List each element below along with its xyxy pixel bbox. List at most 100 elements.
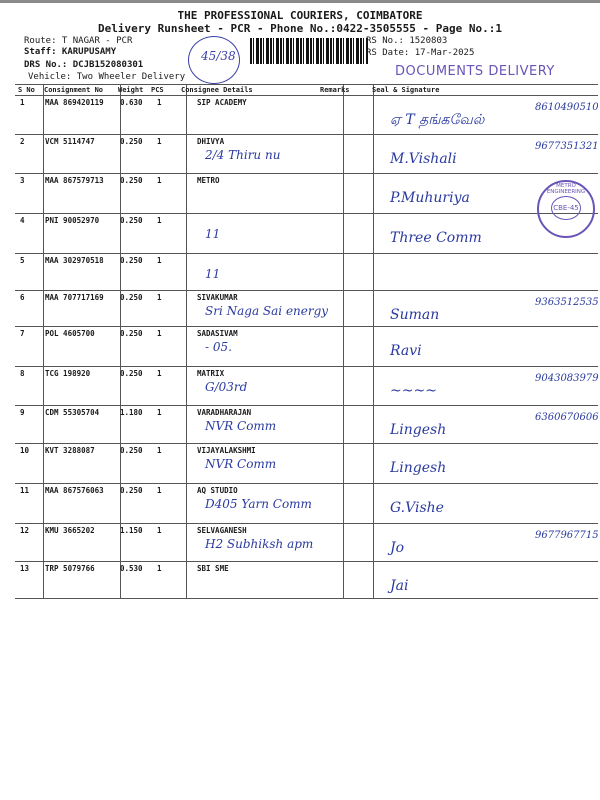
column-divider [373,84,374,598]
row-divider [15,290,598,291]
col-seal-signature: Seal & Signature [372,86,440,94]
row-pcs: 1 [157,216,162,225]
row-handwritten-note: 2/4 Thiru nu [205,148,281,162]
row-signature: M.Vishali [390,151,457,167]
row-handwritten-note: 11 [205,267,221,281]
row-handwritten-note: NVR Comm [205,457,277,471]
row-divider [15,561,598,562]
row-handwritten-note: H2 Subhiksh apm [205,537,314,551]
row-signature: P.Muhuriya [390,190,470,206]
row-weight: 0.530 [120,564,143,573]
company-seal: METRO ENGINEERING CBE-45 [537,180,595,238]
row-signature: Lingesh [390,460,447,476]
table-top-rule [15,84,598,85]
row-signature: Lingesh [390,422,447,438]
row-consignee: SIVAKUMAR [197,293,238,302]
row-weight: 1.180 [120,408,143,417]
row-handwritten-note: - 05. [205,340,232,354]
row-weight: 0.630 [120,98,143,107]
documents-delivery-stamp: DOCUMENTS DELIVERY [395,64,555,79]
row-divider [15,173,598,174]
row-divider [15,213,598,214]
col-consignment: Consignment No [44,86,104,94]
company-title: THE PROFESSIONAL COURIERS, COIMBATORE [177,9,423,22]
vehicle: Vehicle: Two Wheeler Delivery [28,72,186,82]
row-consignment-no: VCM 5114747 [45,137,95,146]
row-signature: Jo [390,540,405,556]
row-pcs: 1 [157,176,162,185]
barcode [250,38,368,64]
row-sno: 2 [20,137,25,146]
row-consignment-no: CDM 55305704 [45,408,100,417]
row-sno: 13 [20,564,30,573]
row-pcs: 1 [157,564,162,573]
rs-date: RS Date: 17-Mar-2025 [366,48,475,58]
row-signature: Ravi [390,343,422,359]
col-sno: S No [18,86,35,94]
row-sno: 3 [20,176,25,185]
column-divider [186,84,187,598]
row-consignment-no: MAA 867579713 [45,176,104,185]
rs-number: RS No.: 1520803 [366,36,448,46]
row-weight: 0.250 [120,329,143,338]
row-consignee: METRO [197,176,220,185]
drs-number: DRS No.: DCJB152080301 [24,60,144,70]
col-consignee: Consignee Details [181,86,253,94]
row-consignee: SBI SME [197,564,229,573]
row-signature: ~~~~ [390,383,437,399]
row-signature: ஏ T தங்கவேல் [390,112,485,128]
row-consignment-no: POL 4605700 [45,329,95,338]
row-phone-note: 9677967715 [535,530,599,541]
col-weight: Weight [118,86,144,94]
row-pcs: 1 [157,256,162,265]
row-pcs: 1 [157,446,162,455]
route: Route: T NAGAR - PCR [24,36,133,46]
row-handwritten-note: G/03rd [205,380,248,394]
row-consignment-no: MAA 302970518 [45,256,104,265]
row-consignee: SIP ACADEMY [197,98,247,107]
row-signature: Suman [390,307,440,323]
row-sno: 9 [20,408,25,417]
row-weight: 0.250 [120,137,143,146]
scan-edge [0,0,600,3]
row-signature: Jai [390,578,409,594]
column-divider [43,84,44,598]
row-sno: 1 [20,98,25,107]
row-consignee: VARADHARAJAN [197,408,252,417]
row-weight: 0.250 [120,369,143,378]
row-sno: 4 [20,216,25,225]
header-rule [15,95,598,96]
row-signature: G.Vishe [390,500,444,516]
row-consignment-no: MAA 869420119 [45,98,104,107]
row-consignment-no: TCG 198920 [45,369,91,378]
row-sno: 6 [20,293,25,302]
row-sno: 11 [20,486,30,495]
row-consignee: AQ STUDIO [197,486,238,495]
row-phone-note: 9677351321 [535,141,599,152]
row-divider [15,483,598,484]
row-divider [15,523,598,524]
row-pcs: 1 [157,486,162,495]
row-sno: 7 [20,329,25,338]
row-consignee: VIJAYALAKSHMI [197,446,256,455]
row-handwritten-note: 11 [205,227,221,241]
row-handwritten-note: Sri Naga Sai energy [205,304,329,318]
row-phone-note: 8610490510 [535,102,599,113]
runsheet-subtitle: Delivery Runsheet - PCR - Phone No.:0422… [98,22,502,35]
row-consignee: SADASIVAM [197,329,238,338]
row-weight: 0.250 [120,216,143,225]
column-divider [120,84,121,598]
row-pcs: 1 [157,293,162,302]
row-pcs: 1 [157,408,162,417]
row-weight: 0.250 [120,256,143,265]
row-weight: 0.250 [120,293,143,302]
row-consignee: DHIVYA [197,137,225,146]
row-phone-note: 6360670606 [535,412,599,423]
staff: Staff: KARUPUSAMY [24,47,117,57]
circled-count: 45/38 [188,36,240,84]
row-weight: 0.250 [120,486,143,495]
row-pcs: 1 [157,526,162,535]
row-phone-note: 9043083979 [535,373,599,384]
row-consignment-no: MAA 867576063 [45,486,104,495]
row-divider [15,134,598,135]
